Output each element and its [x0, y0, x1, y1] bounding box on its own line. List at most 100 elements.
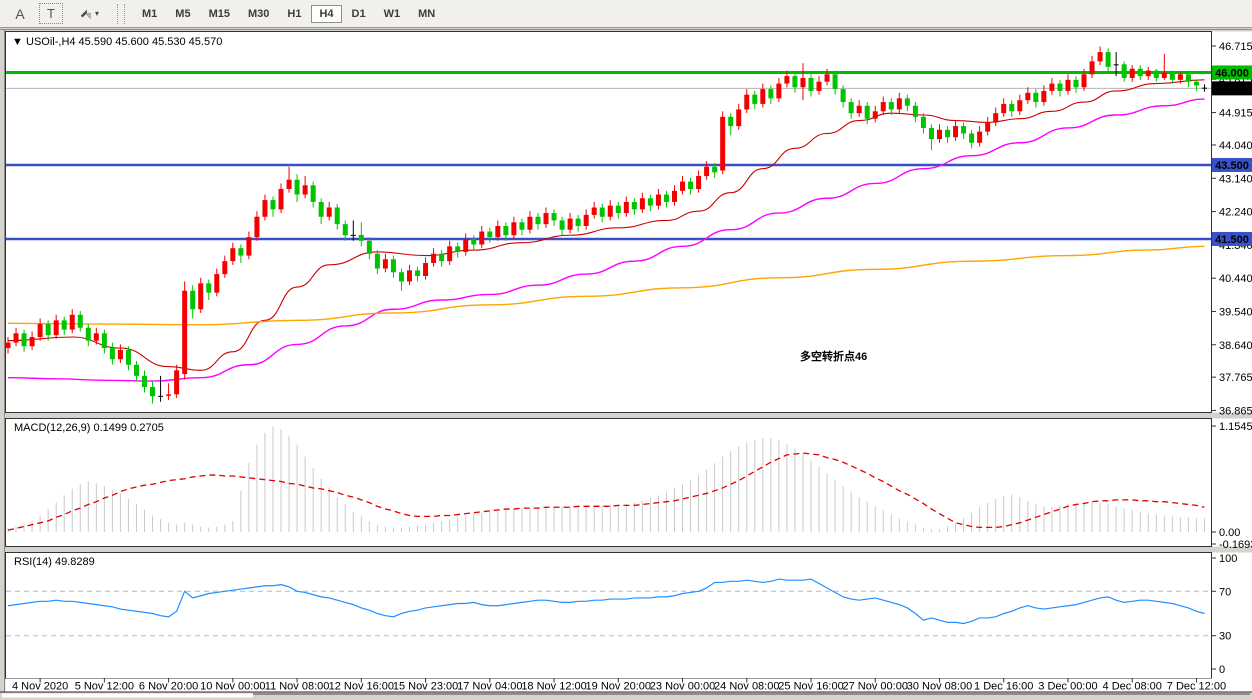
- axis-tick-label: 36.865: [1219, 405, 1252, 417]
- candle-body: [768, 89, 773, 98]
- candle-body: [423, 263, 428, 276]
- tf-button-MN[interactable]: MN: [410, 5, 443, 23]
- candle-body: [262, 200, 267, 217]
- tf-button-D1[interactable]: D1: [344, 5, 374, 23]
- rsi-panel[interactable]: [6, 553, 1212, 679]
- candle-body: [439, 254, 444, 261]
- candle-body: [327, 208, 332, 217]
- candle-body: [592, 208, 597, 215]
- candle-body: [174, 370, 179, 394]
- tf-button-M30[interactable]: M30: [240, 5, 277, 23]
- candle-body: [6, 343, 11, 349]
- axis-tick-label: 100: [1219, 553, 1237, 565]
- candle-body: [688, 182, 693, 189]
- candle-body: [953, 126, 958, 137]
- candle-body: [479, 232, 484, 245]
- candle-body: [881, 102, 886, 111]
- candle-body: [1082, 74, 1087, 87]
- font-tool-button[interactable]: A: [8, 3, 32, 24]
- candle-body: [1122, 64, 1127, 78]
- symbol-dropdown-icon[interactable]: ▼: [12, 36, 23, 48]
- candle-body: [937, 130, 942, 139]
- tf-button-H1[interactable]: H1: [279, 5, 309, 23]
- candle-body: [584, 215, 589, 226]
- macd-label: MACD(12,26,9) 0.1499 0.2705: [14, 422, 164, 434]
- candle-body: [736, 109, 741, 126]
- candle-body: [142, 376, 147, 387]
- candle-body: [1130, 69, 1135, 78]
- price-badge-text: 41.500: [1215, 234, 1249, 246]
- time-axis-label: 11 Nov 08:00: [265, 681, 330, 693]
- candle-body: [1194, 82, 1199, 86]
- candle-body: [905, 98, 910, 105]
- candle-body: [391, 259, 396, 272]
- candle-body: [166, 394, 171, 395]
- axis-tick-label: 42.240: [1219, 207, 1252, 219]
- time-axis-label: 23 Nov 00:00: [650, 681, 715, 693]
- candle-body: [648, 198, 653, 205]
- candle-body: [985, 122, 990, 131]
- candle-body: [1090, 61, 1095, 74]
- candle-body: [1041, 91, 1046, 102]
- axis-tick-label: 43.140: [1219, 173, 1252, 185]
- candle-body: [833, 74, 838, 89]
- time-axis-label: 15 Nov 23:00: [393, 681, 458, 693]
- candle-body: [206, 283, 211, 292]
- tf-button-M5[interactable]: M5: [167, 5, 198, 23]
- candle-body: [1057, 84, 1062, 91]
- text-tool-button[interactable]: T: [39, 3, 63, 24]
- time-axis-label: 4 Nov 2020: [12, 681, 68, 693]
- axis-tick-label: 70: [1219, 586, 1231, 598]
- candle-body: [897, 98, 902, 109]
- candle-body: [30, 337, 35, 346]
- candle-body: [367, 241, 372, 254]
- candle-body: [455, 246, 460, 252]
- candle-body: [1033, 93, 1038, 102]
- candle-body: [1146, 71, 1151, 77]
- macd-panel[interactable]: [6, 419, 1212, 547]
- candle-body: [22, 333, 27, 346]
- axis-tick-label: -0.1693: [1219, 539, 1252, 551]
- candle-body: [150, 387, 155, 396]
- candle-body: [961, 126, 966, 133]
- candle-body: [841, 89, 846, 102]
- candle-body: [1098, 52, 1103, 61]
- candle-body: [295, 180, 300, 195]
- candle-body: [246, 237, 251, 256]
- tf-button-H4[interactable]: H4: [311, 5, 341, 23]
- candle-body: [222, 261, 227, 274]
- candle-body: [1001, 104, 1006, 113]
- time-axis-label: 19 Nov 20:00: [586, 681, 651, 693]
- candle-body: [503, 226, 508, 235]
- candle-body: [1170, 72, 1175, 79]
- candle-body: [14, 333, 19, 342]
- axis-tick-label: 30: [1219, 631, 1231, 643]
- candle-body: [640, 198, 645, 209]
- candle-body: [1049, 84, 1054, 91]
- candle-body: [351, 235, 356, 236]
- candle-body: [568, 219, 573, 230]
- arrows-tool-button[interactable]: ▾: [72, 3, 106, 24]
- candle-body: [913, 106, 918, 117]
- tf-button-M1[interactable]: M1: [134, 5, 165, 23]
- candle-body: [656, 195, 661, 206]
- axis-tick-label: 0: [1219, 664, 1225, 676]
- candle-body: [865, 106, 870, 119]
- candle-body: [1106, 52, 1111, 67]
- status-cell: [2, 694, 253, 698]
- candle-body: [825, 74, 830, 81]
- axis-tick-label: 44.040: [1219, 140, 1252, 152]
- candle-body: [544, 213, 549, 224]
- candle-body: [600, 208, 605, 217]
- toolbar-grip[interactable]: [117, 4, 125, 24]
- candle-body: [287, 180, 292, 189]
- candle-body: [664, 195, 669, 202]
- candle-body: [857, 106, 862, 113]
- candle-body: [62, 320, 67, 329]
- candle-body: [817, 82, 822, 91]
- candle-body: [969, 134, 974, 143]
- tf-button-M15[interactable]: M15: [201, 5, 238, 23]
- tf-button-W1[interactable]: W1: [376, 5, 409, 23]
- candle-body: [46, 324, 51, 335]
